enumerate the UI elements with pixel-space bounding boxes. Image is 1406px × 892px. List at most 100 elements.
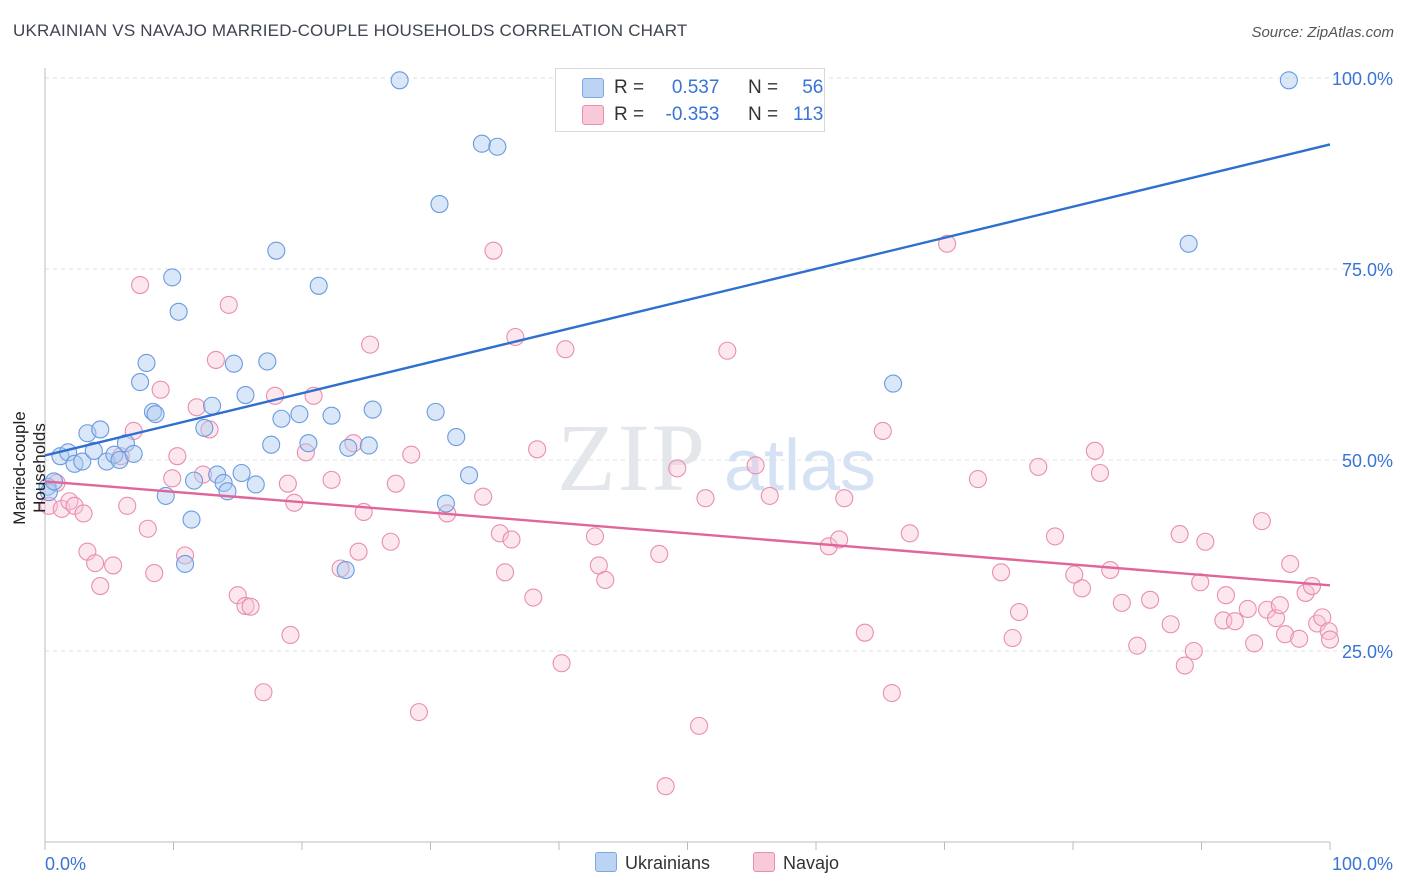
ukrainians-point <box>185 471 204 490</box>
ukrainians-point <box>459 466 479 485</box>
ukrainians-point <box>84 441 103 460</box>
navajo-point <box>746 456 765 475</box>
ukrainians-point <box>73 452 92 471</box>
navajo-n-value: 113 <box>793 104 824 125</box>
navajo-point <box>163 469 182 488</box>
navajo-point <box>402 445 421 464</box>
ukrainians-point <box>137 353 156 373</box>
navajo-point <box>1003 628 1022 648</box>
navajo-point <box>194 465 213 484</box>
navajo-point <box>1270 596 1289 615</box>
navajo-point <box>86 554 105 573</box>
navajo-point <box>873 421 892 441</box>
navajo-point <box>236 596 255 615</box>
navajo-point <box>381 532 400 551</box>
navajo-point <box>74 504 93 523</box>
navajo-point <box>855 623 874 642</box>
ukrainians-point <box>309 276 328 295</box>
navajo-point <box>1252 512 1271 531</box>
navajo-point <box>168 447 187 466</box>
navajo-point <box>145 564 164 583</box>
navajo-point <box>668 459 687 478</box>
navajo-point <box>760 486 779 505</box>
navajo-point <box>585 527 605 546</box>
navajo-point <box>104 556 123 575</box>
navajo-point <box>830 530 849 549</box>
ukrainians-point <box>258 352 277 371</box>
navajo-point <box>1290 629 1309 648</box>
navajo-point <box>552 654 571 673</box>
ukrainians-point <box>488 137 507 156</box>
navajo-point <box>484 241 503 260</box>
navajo-point <box>528 440 547 459</box>
navajo-point <box>968 470 987 489</box>
ukrainians-swatch <box>582 78 604 98</box>
ukrainians-point <box>447 428 466 447</box>
navajo-point <box>1302 577 1322 596</box>
ukrainians-point <box>339 438 358 457</box>
ukrainians-n-value: 56 <box>802 77 824 98</box>
ukrainians-point <box>224 354 243 373</box>
navajo-point <box>938 234 957 253</box>
navajo-point <box>1009 602 1029 622</box>
navajo-point <box>361 335 380 354</box>
ukrainians-point <box>262 435 281 454</box>
navajo-point <box>91 577 110 596</box>
navajo-point <box>650 544 669 564</box>
navajo-point <box>1175 656 1194 675</box>
navajo-point <box>1238 599 1257 619</box>
navajo-point <box>254 683 273 702</box>
ukrainians-point <box>290 405 309 424</box>
navajo-point <box>991 563 1011 582</box>
ukrainians-r-value: 0.537 <box>671 77 720 98</box>
navajo-point <box>1216 586 1235 605</box>
ukrainians-point <box>359 436 378 455</box>
navajo-point <box>1085 441 1104 460</box>
ukrainians-point <box>299 434 318 453</box>
ukrainians-point <box>390 71 409 90</box>
navajo-point <box>349 542 368 561</box>
navajo-point <box>1275 625 1295 644</box>
navajo-point <box>1184 641 1203 661</box>
navajo-point <box>281 625 300 645</box>
navajo-point <box>882 683 901 703</box>
navajo-point <box>524 588 543 607</box>
y-tick-label: 75.0% <box>1342 260 1393 280</box>
navajo-swatch <box>582 105 604 125</box>
y-tick-label: 25.0% <box>1342 642 1393 662</box>
ukrainians-point <box>322 406 341 425</box>
ukrainians-point <box>163 268 182 287</box>
navajo-n-label: N = <box>747 104 779 125</box>
ukrainians-point <box>124 444 143 463</box>
navajo-point <box>1101 560 1120 580</box>
navajo-point <box>1090 463 1110 483</box>
navajo-point <box>322 470 341 489</box>
navajo-point <box>900 524 919 543</box>
chart-title: UKRAINIAN VS NAVAJO MARRIED-COUPLE HOUSE… <box>13 21 688 40</box>
ukrainians-point <box>91 420 110 439</box>
ukrainians-point <box>182 510 201 529</box>
navajo-legend-swatch <box>753 852 775 872</box>
y-tick-label: 100.0% <box>1332 69 1393 89</box>
navajo-legend-label: Navajo <box>783 853 840 873</box>
y-tick-label: 50.0% <box>1342 451 1393 471</box>
ukrainians-point <box>105 445 124 464</box>
ukrainians-legend-label: Ukrainians <box>625 853 711 873</box>
ukrainians-point <box>363 400 382 419</box>
navajo-point <box>1029 457 1048 476</box>
navajo-point <box>1170 525 1189 544</box>
ukrainians-point <box>272 409 291 428</box>
source-credit: Source: ZipAtlas.com <box>1251 24 1394 41</box>
navajo-point <box>1161 615 1180 634</box>
navajo-point <box>596 570 615 589</box>
ukrainians-point <box>176 554 195 573</box>
navajo-point <box>474 487 493 506</box>
legend-item-navajo: Navajo <box>753 852 839 874</box>
navajo-r-value: -0.353 <box>665 104 720 125</box>
navajo-point <box>409 703 428 722</box>
navajo-point <box>835 489 854 508</box>
ukrainians-point <box>430 195 449 214</box>
x-tick-label-max: 100.0% <box>1332 854 1393 874</box>
ukrainians-point <box>131 373 150 392</box>
navajo-point <box>219 295 238 314</box>
